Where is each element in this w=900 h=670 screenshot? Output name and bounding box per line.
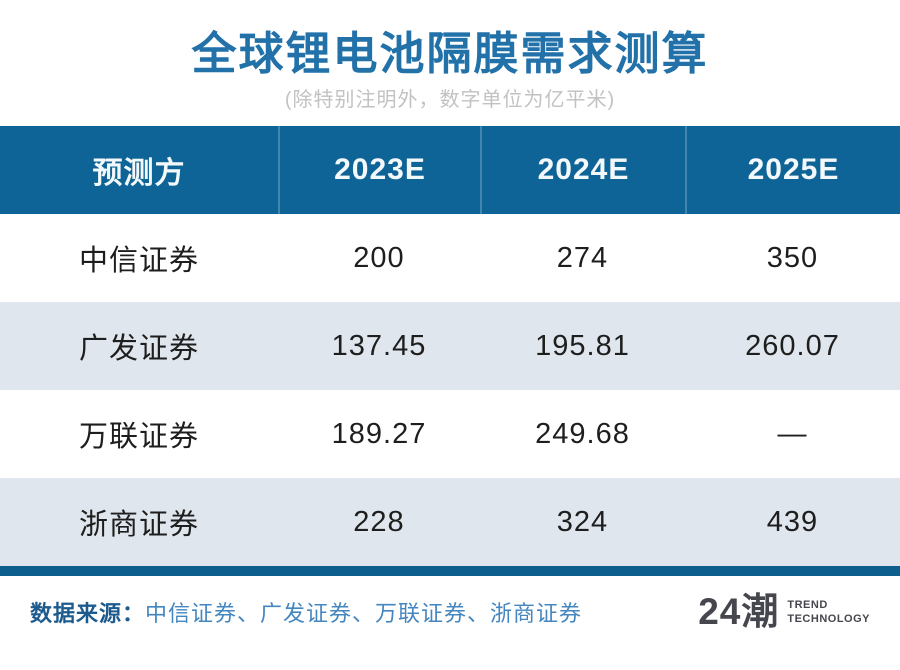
logo-subtitle-line1: TREND bbox=[787, 599, 828, 611]
row-label-cell: 浙商证券 bbox=[78, 509, 199, 541]
row-label-cell: 中信证券 bbox=[78, 245, 199, 277]
value-cell: 439 bbox=[766, 505, 819, 538]
row-label-cell: 广发证券 bbox=[78, 333, 199, 365]
value-cell: 195.81 bbox=[535, 329, 630, 362]
forecast-table: 预测方 2023E 2024E 2025E 中信证券 200 274 350 广… bbox=[0, 126, 900, 576]
logo-24chao: 24潮 TREND TECHNOLOGY bbox=[698, 592, 870, 632]
header-cell-2024e: 2024E bbox=[480, 126, 685, 214]
logo-subtitle-line2: TECHNOLOGY bbox=[787, 613, 870, 625]
data-source-label: 数据来源： bbox=[30, 601, 146, 626]
value-cell: 324 bbox=[556, 505, 609, 538]
table-header-row: 预测方 2023E 2024E 2025E bbox=[0, 126, 900, 214]
value-cell: 137.45 bbox=[331, 329, 427, 362]
table-row: 浙商证券 228 324 439 bbox=[0, 478, 900, 566]
data-source-list: 中信证券、广发证券、万联证券、浙商证券 bbox=[145, 601, 583, 626]
header-cell-2023e: 2023E bbox=[278, 126, 480, 214]
value-cell: 249.68 bbox=[535, 417, 630, 450]
logo-subtitle: TREND TECHNOLOGY bbox=[787, 598, 870, 626]
value-cell: — bbox=[777, 417, 808, 450]
value-cell: 260.07 bbox=[745, 329, 840, 362]
value-cell: 274 bbox=[556, 241, 609, 274]
unit-note: (除特别注明外，数字单位为亿平米) bbox=[284, 89, 616, 111]
value-cell: 189.27 bbox=[331, 417, 427, 450]
footer: 数据来源：中信证券、广发证券、万联证券、浙商证券 24潮 TREND TECHN… bbox=[0, 576, 900, 648]
value-cell: 200 bbox=[353, 241, 405, 274]
row-label-cell: 万联证券 bbox=[78, 421, 199, 453]
value-cell: 228 bbox=[353, 505, 405, 538]
value-cell: 350 bbox=[766, 241, 819, 274]
header-cell-2025e: 2025E bbox=[685, 126, 900, 214]
header-cell-forecaster: 预测方 bbox=[92, 157, 186, 190]
table-row: 中信证券 200 274 350 bbox=[0, 214, 900, 302]
page-title: 全球锂电池隔膜需求测算 bbox=[191, 28, 709, 79]
data-source-line: 数据来源：中信证券、广发证券、万联证券、浙商证券 bbox=[30, 596, 582, 628]
logo-wordmark: 24潮 bbox=[698, 591, 780, 632]
table-row: 广发证券 137.45 195.81 260.07 bbox=[0, 302, 900, 390]
table-bottom-divider bbox=[0, 566, 900, 576]
table-row: 万联证券 189.27 249.68 — bbox=[0, 390, 900, 478]
